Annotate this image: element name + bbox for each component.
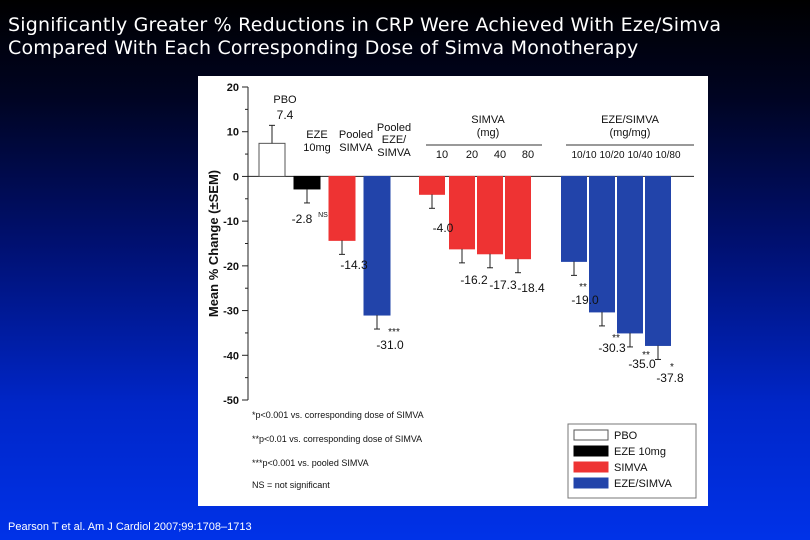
legend-swatch — [573, 461, 609, 473]
dose-label: 10/40 — [627, 150, 652, 161]
dose-label: 10/10 — [571, 150, 596, 161]
header-pooled-combo-line-2: EZE/ — [382, 134, 407, 146]
header-eze-line-2: 10mg — [303, 142, 331, 154]
footnote: **p<0.01 vs. corresponding dose of SIMVA — [252, 434, 422, 444]
crp-bar-chart: 20 10 0 -10 -20 -30 -40 -50 Mean % Change (±SEM)… — [206, 82, 697, 499]
footnote: *p<0.001 vs. corresponding dose of SIMVA — [252, 410, 424, 420]
significance-marker: ** — [612, 333, 620, 344]
bar-pbo — [258, 142, 286, 177]
bar-40 — [477, 175, 503, 255]
legend-swatch — [573, 445, 609, 457]
footnote: NS = not significant — [252, 480, 330, 490]
header-eze-line-1: EZE — [306, 129, 327, 141]
significance-marker: NS — [318, 212, 328, 219]
dose-label: 20 — [466, 149, 478, 161]
slide-title: Significantly Greater % Reductions in CR… — [8, 14, 808, 60]
y-tick-label: -40 — [223, 350, 239, 362]
bar-eze-10mg — [293, 175, 321, 190]
bar-10-10 — [561, 175, 587, 262]
significance-marker: ** — [579, 282, 587, 293]
significance-marker: ** — [642, 350, 650, 361]
header-simva-line-1: SIMVA — [471, 114, 505, 126]
header-combo-line-2: (mg/mg) — [610, 127, 651, 139]
data-label: -18.4 — [517, 281, 545, 295]
bar-10-20 — [589, 175, 615, 313]
legend-swatch — [573, 429, 609, 441]
header-pooled-simva-line-2: SIMVA — [339, 142, 373, 154]
header-combo-line-1: EZE/SIMVA — [601, 114, 660, 126]
dose-label: 10 — [436, 149, 448, 161]
data-label: -31.0 — [376, 338, 404, 352]
bar-10-80 — [645, 175, 671, 346]
data-label: -30.3 — [598, 341, 626, 355]
legend-swatch — [573, 477, 609, 489]
data-label: -4.0 — [433, 221, 454, 235]
legend-label: PBO — [614, 430, 638, 442]
citation: Pearson T et al. Am J Cardiol 2007;99:17… — [8, 521, 252, 533]
slide-title-line-2: Compared With Each Corresponding Dose of… — [8, 37, 639, 59]
y-tick-label: 10 — [227, 127, 239, 139]
data-label: -14.3 — [340, 258, 368, 272]
y-tick-label: -30 — [223, 306, 239, 318]
header-simva-line-2: (mg) — [477, 127, 500, 139]
bar-10-40 — [617, 175, 643, 334]
dose-label: 10/80 — [655, 150, 680, 161]
bar-pooled-eze-simva — [363, 175, 391, 316]
y-tick-label: 0 — [233, 171, 239, 183]
header-pbo: PBO — [273, 94, 297, 106]
slide-title-line-1: Significantly Greater % Reductions in CR… — [8, 14, 722, 36]
data-label: -16.2 — [460, 273, 488, 287]
y-tick-label: 20 — [227, 82, 239, 94]
significance-marker: *** — [388, 327, 400, 338]
bar-20 — [449, 175, 475, 250]
data-label: -37.8 — [656, 371, 684, 385]
bar-pooled-simva — [328, 175, 356, 241]
data-label: -35.0 — [628, 357, 656, 371]
footnote: ***p<0.001 vs. pooled SIMVA — [252, 458, 369, 468]
y-tick-label: -50 — [223, 395, 239, 407]
bar-80 — [505, 175, 531, 260]
legend-label: SIMVA — [614, 462, 648, 474]
significance-marker: * — [670, 362, 674, 373]
chart-panel: 20 10 0 -10 -20 -30 -40 -50 Mean % Change (±SEM)… — [198, 76, 708, 506]
dose-label: 80 — [522, 149, 534, 161]
legend-label: EZE/SIMVA — [614, 478, 673, 490]
bar-10 — [419, 175, 445, 195]
header-pooled-simva-line-1: Pooled — [339, 129, 373, 141]
header-pooled-combo-line-1: Pooled — [377, 122, 411, 134]
y-axis-label: Mean % Change (±SEM) — [206, 170, 221, 317]
y-tick-label: -10 — [223, 216, 239, 228]
legend-label: EZE 10mg — [614, 446, 666, 458]
data-label: -17.3 — [489, 278, 517, 292]
y-tick-label: -20 — [223, 261, 239, 273]
data-label: 7.4 — [277, 108, 294, 122]
header-pooled-combo-line-3: SIMVA — [377, 147, 411, 159]
data-label: -2.8 — [292, 212, 313, 226]
dose-label: 10/20 — [599, 150, 624, 161]
data-label: -19.0 — [571, 293, 599, 307]
dose-label: 40 — [494, 149, 506, 161]
